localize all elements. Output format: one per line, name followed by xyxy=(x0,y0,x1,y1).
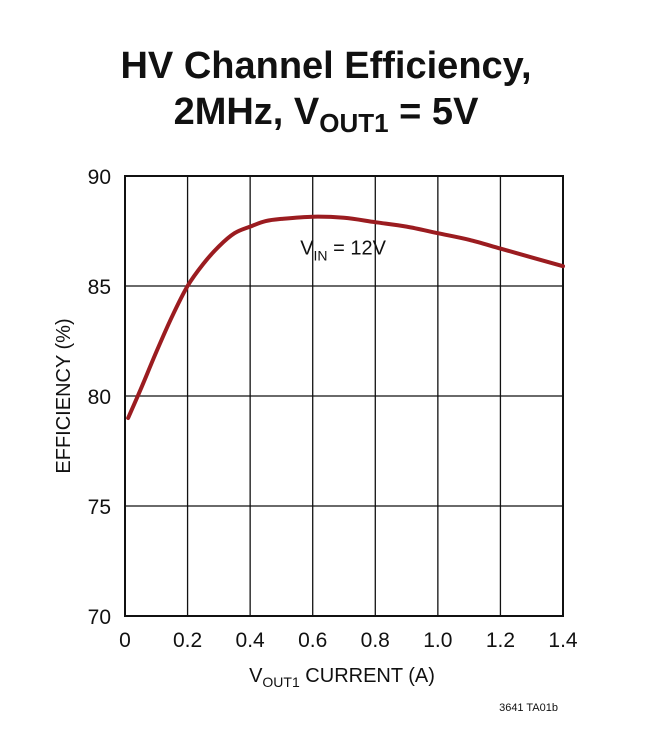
x-tick-label: 0 xyxy=(119,629,131,652)
x-axis-label-sub: OUT1 xyxy=(262,674,300,690)
x-axis-label-prefix: V xyxy=(249,665,263,687)
annotation-sub: IN xyxy=(314,248,328,264)
chart-title-line2-suffix: = 5V xyxy=(389,91,479,133)
y-tick-label: 70 xyxy=(88,606,111,629)
x-tick-label: 0.4 xyxy=(236,629,266,652)
chart-title-line2-sub: OUT1 xyxy=(319,108,388,138)
y-tick-label: 80 xyxy=(88,386,111,409)
y-tick-labels: 70 75 80 85 90 xyxy=(88,166,111,629)
annotation-prefix: V xyxy=(300,238,314,260)
chart-title-line1: HV Channel Efficiency, xyxy=(120,45,531,87)
series-annotation-vin: VIN = 12V xyxy=(300,238,386,264)
plot-frame xyxy=(124,175,564,617)
x-tick-label: 0.8 xyxy=(361,629,390,652)
x-axis-label: VOUT1 CURRENT (A) xyxy=(249,665,435,690)
chart-title-line2: 2MHz, VOUT1 = 5V xyxy=(174,91,479,138)
y-tick-label: 85 xyxy=(88,276,111,299)
x-tick-labels: 0 0.2 0.4 0.6 0.8 1.0 1.2 1.4 xyxy=(119,629,578,652)
chart-title-line2-prefix: 2MHz, V xyxy=(174,91,320,133)
figure-reference: 3641 TA01b xyxy=(499,702,558,714)
series-line-vin-12v xyxy=(126,214,565,420)
x-tick-label: 1.2 xyxy=(486,629,515,652)
y-axis-label: EFFICIENCY (%) xyxy=(53,318,75,473)
y-tick-label: 90 xyxy=(88,166,111,189)
x-axis-label-suffix: CURRENT (A) xyxy=(300,665,435,687)
x-tick-label: 0.6 xyxy=(298,629,327,652)
x-tick-label: 1.0 xyxy=(423,629,452,652)
annotation-suffix: = 12V xyxy=(328,238,387,260)
y-tick-label: 75 xyxy=(88,496,111,519)
x-tick-label: 0.2 xyxy=(173,629,202,652)
series-layer xyxy=(126,214,565,420)
x-tick-label: 1.4 xyxy=(548,629,578,652)
